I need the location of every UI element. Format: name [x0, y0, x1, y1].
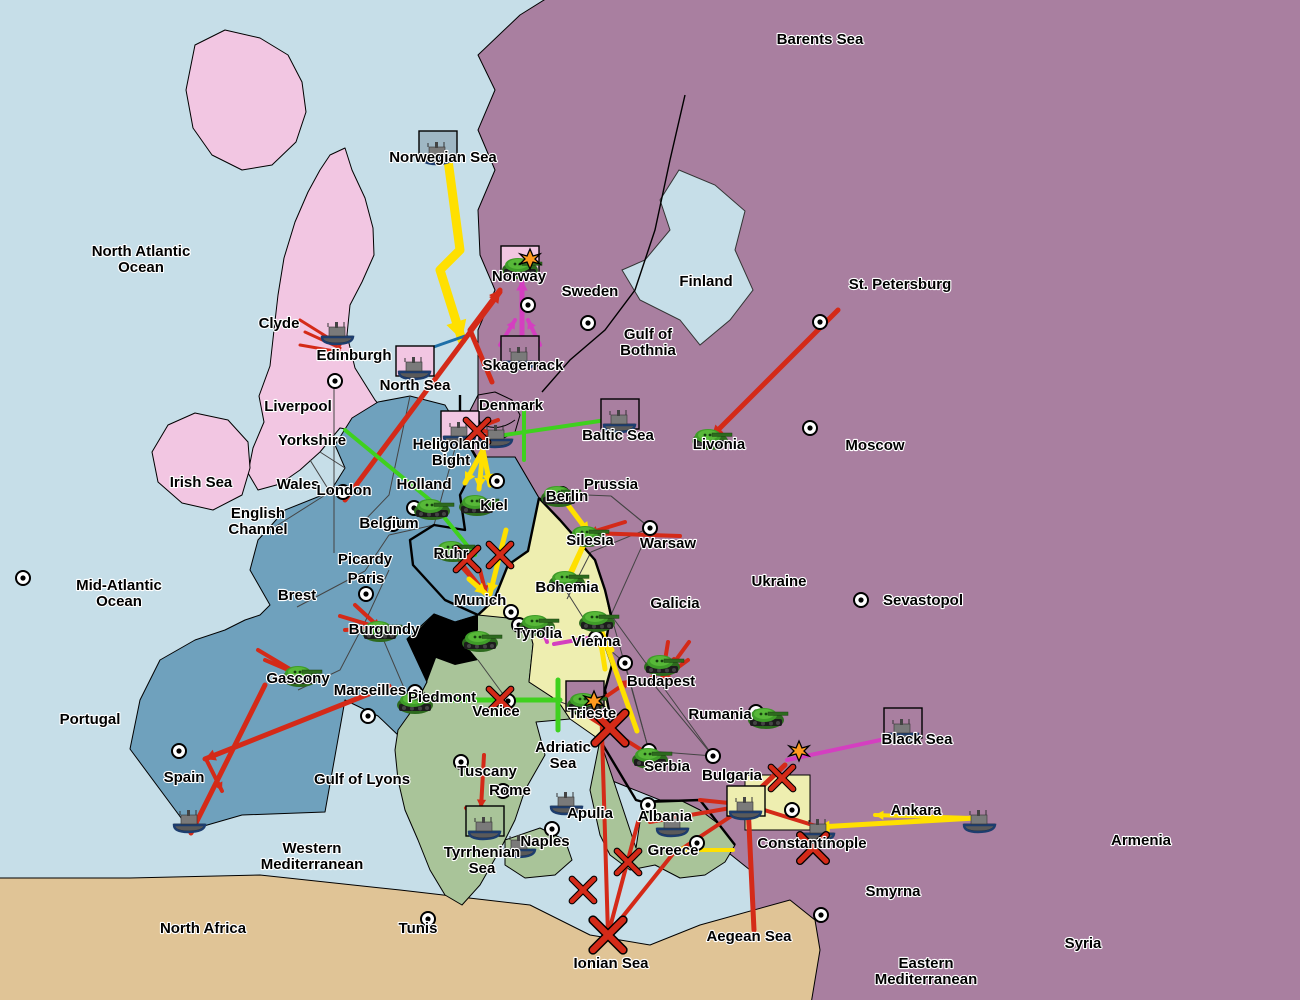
svg-text:Aegean Sea: Aegean Sea — [706, 928, 792, 945]
svg-text:Sevastopol: Sevastopol — [883, 592, 963, 609]
svg-text:North Africa: North Africa — [160, 920, 247, 937]
svg-text:North Sea: North Sea — [380, 377, 452, 394]
svg-text:Kiel: Kiel — [480, 497, 508, 514]
svg-text:Bulgaria: Bulgaria — [702, 767, 763, 784]
svg-text:Barents Sea: Barents Sea — [777, 31, 864, 48]
svg-text:Finland: Finland — [679, 273, 732, 290]
svg-text:Smyrna: Smyrna — [865, 883, 921, 900]
svg-text:Spain: Spain — [164, 769, 205, 786]
svg-text:Paris: Paris — [348, 570, 385, 587]
svg-text:Marseilles: Marseilles — [334, 682, 407, 699]
svg-text:Ionian Sea: Ionian Sea — [573, 955, 649, 972]
svg-text:Sweden: Sweden — [562, 283, 619, 300]
svg-text:Picardy: Picardy — [338, 551, 393, 568]
svg-text:Gascony: Gascony — [266, 670, 330, 687]
svg-text:Baltic Sea: Baltic Sea — [582, 427, 654, 444]
svg-text:Bohemia: Bohemia — [535, 579, 599, 596]
svg-text:Brest: Brest — [278, 587, 316, 604]
svg-text:Munich: Munich — [454, 592, 507, 609]
svg-text:Warsaw: Warsaw — [640, 535, 696, 552]
svg-text:Moscow: Moscow — [845, 437, 905, 454]
svg-text:Trieste: Trieste — [568, 705, 616, 722]
svg-text:Galicia: Galicia — [650, 595, 700, 612]
svg-text:Gulf of Lyons: Gulf of Lyons — [314, 771, 410, 788]
svg-text:Yorkshire: Yorkshire — [278, 432, 346, 449]
svg-text:Norwegian Sea: Norwegian Sea — [389, 149, 497, 166]
svg-text:Apulia: Apulia — [567, 805, 613, 822]
svg-text:Tyrolia: Tyrolia — [514, 625, 563, 642]
svg-text:Holland: Holland — [397, 476, 452, 493]
svg-text:Berlin: Berlin — [546, 488, 589, 505]
svg-text:Rumania: Rumania — [688, 706, 752, 723]
svg-text:Tunis: Tunis — [399, 920, 438, 937]
svg-text:Liverpool: Liverpool — [264, 398, 332, 415]
svg-text:Ankara: Ankara — [891, 802, 943, 819]
svg-text:Clyde: Clyde — [259, 315, 300, 332]
svg-text:Edinburgh: Edinburgh — [317, 347, 392, 364]
svg-text:Serbia: Serbia — [644, 758, 691, 775]
svg-text:Constantinople: Constantinople — [757, 835, 866, 852]
svg-text:Belgium: Belgium — [359, 515, 418, 532]
svg-text:Denmark: Denmark — [479, 397, 544, 414]
svg-text:Armenia: Armenia — [1111, 832, 1172, 849]
svg-text:Venice: Venice — [472, 703, 520, 720]
svg-text:Wales: Wales — [277, 476, 320, 493]
svg-text:Albania: Albania — [638, 808, 693, 825]
svg-text:Tuscany: Tuscany — [457, 763, 517, 780]
svg-text:Ruhr: Ruhr — [434, 545, 469, 562]
svg-text:Black Sea: Black Sea — [882, 731, 954, 748]
svg-text:Silesia: Silesia — [566, 532, 614, 549]
svg-text:Rome: Rome — [489, 782, 531, 799]
svg-text:London: London — [317, 482, 372, 499]
svg-text:Budapest: Budapest — [627, 673, 695, 690]
svg-text:Piedmont: Piedmont — [408, 689, 476, 706]
svg-text:St. Petersburg: St. Petersburg — [849, 276, 952, 293]
svg-text:Vienna: Vienna — [572, 633, 622, 650]
svg-text:Skagerrack: Skagerrack — [483, 357, 565, 374]
svg-text:Naples: Naples — [520, 833, 569, 850]
svg-text:Ukraine: Ukraine — [751, 573, 806, 590]
svg-text:Irish Sea: Irish Sea — [170, 474, 233, 491]
svg-text:Greece: Greece — [648, 842, 699, 859]
svg-text:Syria: Syria — [1065, 935, 1102, 952]
svg-text:Prussia: Prussia — [584, 476, 639, 493]
svg-text:Burgundy: Burgundy — [349, 621, 420, 638]
svg-text:Livonia: Livonia — [693, 436, 746, 453]
svg-text:Portugal: Portugal — [60, 711, 121, 728]
svg-text:Norway: Norway — [492, 268, 547, 285]
